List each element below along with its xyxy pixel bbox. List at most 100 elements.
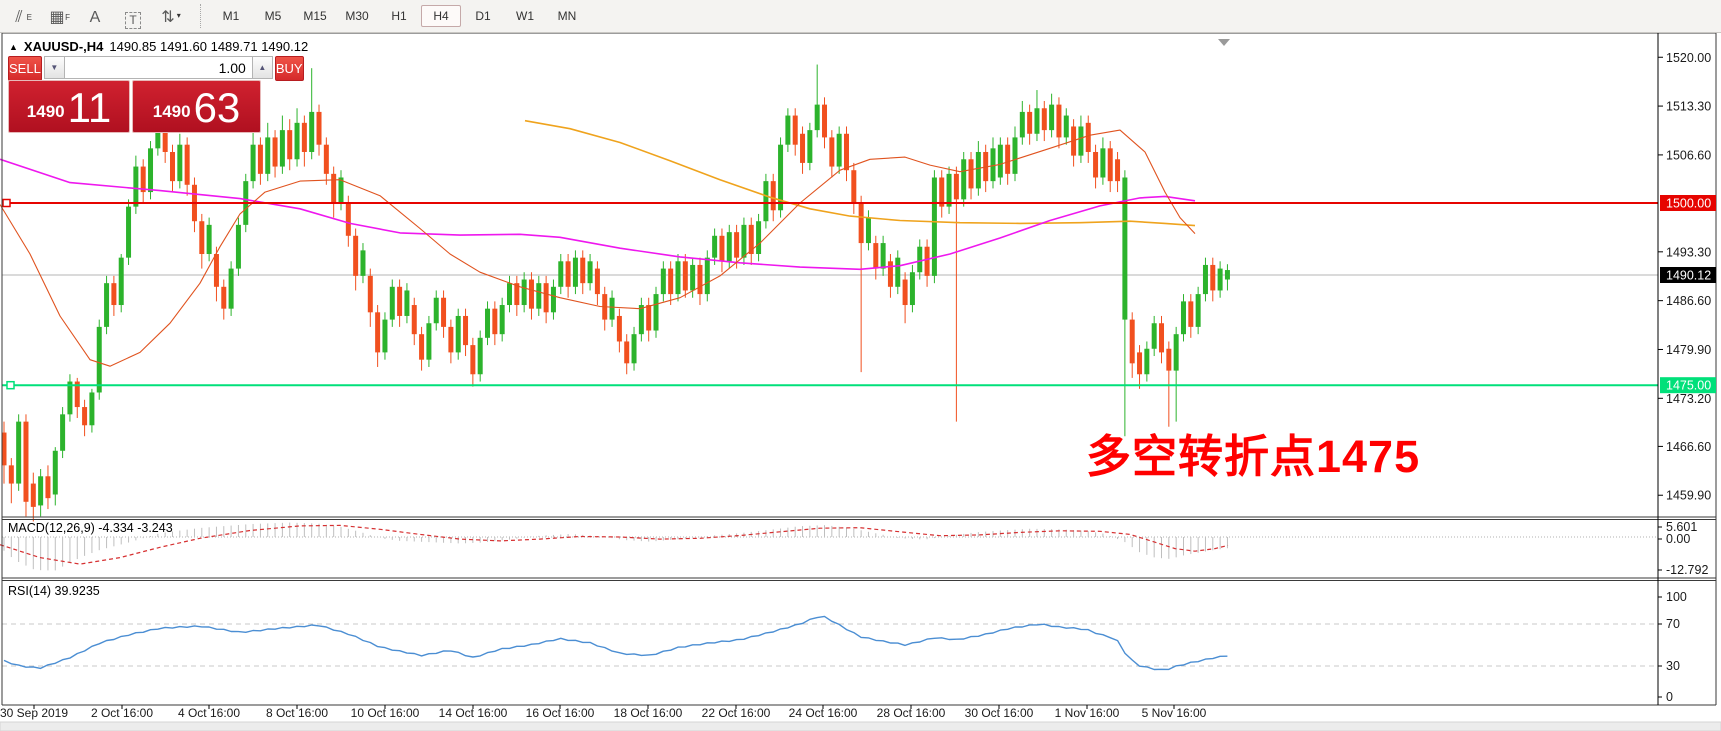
candle-body [953, 173, 959, 200]
time-tick-label: 28 Oct 16:00 [877, 706, 946, 720]
candle-body [60, 414, 66, 451]
trendlines-icon[interactable]: ⫽ E [15, 9, 32, 26]
one-click-trading-panel: SELL ▼ ▲ BUY 1490 11 1490 63 [8, 56, 304, 133]
candle-body [404, 290, 410, 316]
candle-body [184, 144, 190, 185]
candle-body [448, 326, 454, 353]
timeframe-m15-button[interactable]: M15 [303, 9, 327, 23]
shapes-icon[interactable]: ⇅ ▾ [161, 9, 181, 26]
line-anchor-marker[interactable] [6, 380, 15, 390]
time-tick-label: 8 Oct 16:00 [266, 706, 328, 720]
candle-body [38, 476, 44, 506]
candle-body [477, 337, 483, 375]
candle-body [653, 294, 659, 331]
green-level-label: 1475.00 [1666, 379, 1711, 393]
candle-body [235, 224, 241, 269]
buy-button[interactable]: BUY [274, 56, 304, 81]
candle-body [45, 476, 51, 499]
candle-body [1202, 264, 1208, 295]
timeframe-m30-button[interactable]: M30 [345, 9, 369, 23]
current-price-label-bg [1660, 267, 1716, 284]
candle-body [836, 133, 842, 167]
candle-body [997, 144, 1003, 178]
candle-body [353, 235, 359, 276]
candle-body [23, 421, 29, 502]
candle-body [858, 203, 864, 244]
buy-price-box[interactable]: 1490 63 [132, 80, 261, 133]
green-level-label-bg [1660, 377, 1716, 394]
candle-body [338, 177, 344, 203]
candle-body [1049, 104, 1055, 131]
candle-body [133, 166, 139, 207]
candle-body [514, 283, 520, 306]
sell-button[interactable]: SELL [8, 56, 42, 81]
candle-body [316, 111, 322, 145]
candle-body [279, 130, 285, 167]
timeframe-m5-button[interactable]: M5 [264, 9, 282, 23]
buy-price-big: 63 [193, 84, 241, 131]
text-icon[interactable]: A [89, 9, 101, 26]
candle-body [323, 144, 329, 174]
candle-body [433, 297, 439, 324]
candle-body [419, 334, 425, 360]
candle-body [968, 159, 974, 189]
candle-body [580, 257, 586, 284]
candle-body [345, 203, 351, 236]
candle-body [748, 224, 754, 255]
candle-body [880, 243, 886, 269]
candle-body [565, 261, 571, 287]
price-tick-label: 1493.30 [1666, 245, 1711, 259]
toolbar-separator [200, 4, 202, 28]
candle-body [148, 148, 154, 193]
moving-average-line [524, 119, 1196, 227]
collapse-triangle-icon[interactable]: ▲ [9, 41, 18, 52]
candle-body [829, 137, 835, 167]
time-tick-label: 10 Oct 16:00 [351, 706, 420, 720]
timeframe-d1-button[interactable]: D1 [475, 9, 491, 23]
price-tick-label: 1479.90 [1666, 343, 1711, 357]
candle-body [1041, 108, 1047, 131]
candle-body [1027, 111, 1033, 134]
candle-body [697, 264, 703, 295]
candle-body [177, 144, 183, 182]
candle-body [807, 130, 813, 163]
red-level-label-bg [1660, 195, 1716, 211]
candle-body [851, 170, 857, 203]
candle-body [206, 224, 212, 255]
candle-body [272, 137, 278, 167]
timeframe-m1-button[interactable]: M1 [222, 9, 240, 23]
red-level-label: 1500.00 [1666, 197, 1711, 211]
timeframe-h1-button[interactable]: H1 [391, 9, 407, 23]
candle-body [734, 232, 740, 258]
candle-body [16, 421, 22, 484]
volume-stepper: ▼ ▲ [43, 56, 273, 79]
timeframe-w1-button[interactable]: W1 [516, 9, 534, 23]
candle-body [939, 177, 945, 207]
text-label-icon[interactable]: T [118, 3, 148, 29]
candle-body [1166, 348, 1172, 371]
candle-body [1195, 294, 1201, 327]
candle-body [213, 254, 219, 287]
time-tick-label: 2 Oct 16:00 [91, 706, 153, 720]
sell-price-big: 11 [67, 84, 112, 131]
candle-body [221, 286, 227, 309]
candle-body [67, 381, 73, 415]
candle-body [301, 122, 307, 152]
volume-input[interactable] [64, 56, 252, 79]
candle-body [1107, 148, 1113, 182]
candle-body [411, 305, 417, 335]
timeframe-h4-button[interactable]: H4 [421, 5, 461, 27]
candle-body [455, 315, 461, 353]
volume-decrease-button[interactable]: ▼ [43, 56, 65, 79]
timeframe-mn-button[interactable]: MN [557, 9, 577, 23]
volume-increase-button[interactable]: ▲ [251, 56, 273, 79]
sell-price-box[interactable]: 1490 11 [8, 80, 131, 133]
candle-body [1019, 111, 1025, 138]
candle-body [975, 151, 981, 189]
candle-body [1180, 301, 1186, 335]
candle-body [1144, 348, 1150, 375]
fibonacci-grid-icon[interactable]: ▦ F [49, 9, 70, 26]
chart-shift-marker[interactable] [1218, 39, 1230, 46]
line-anchor-marker[interactable] [2, 198, 11, 208]
